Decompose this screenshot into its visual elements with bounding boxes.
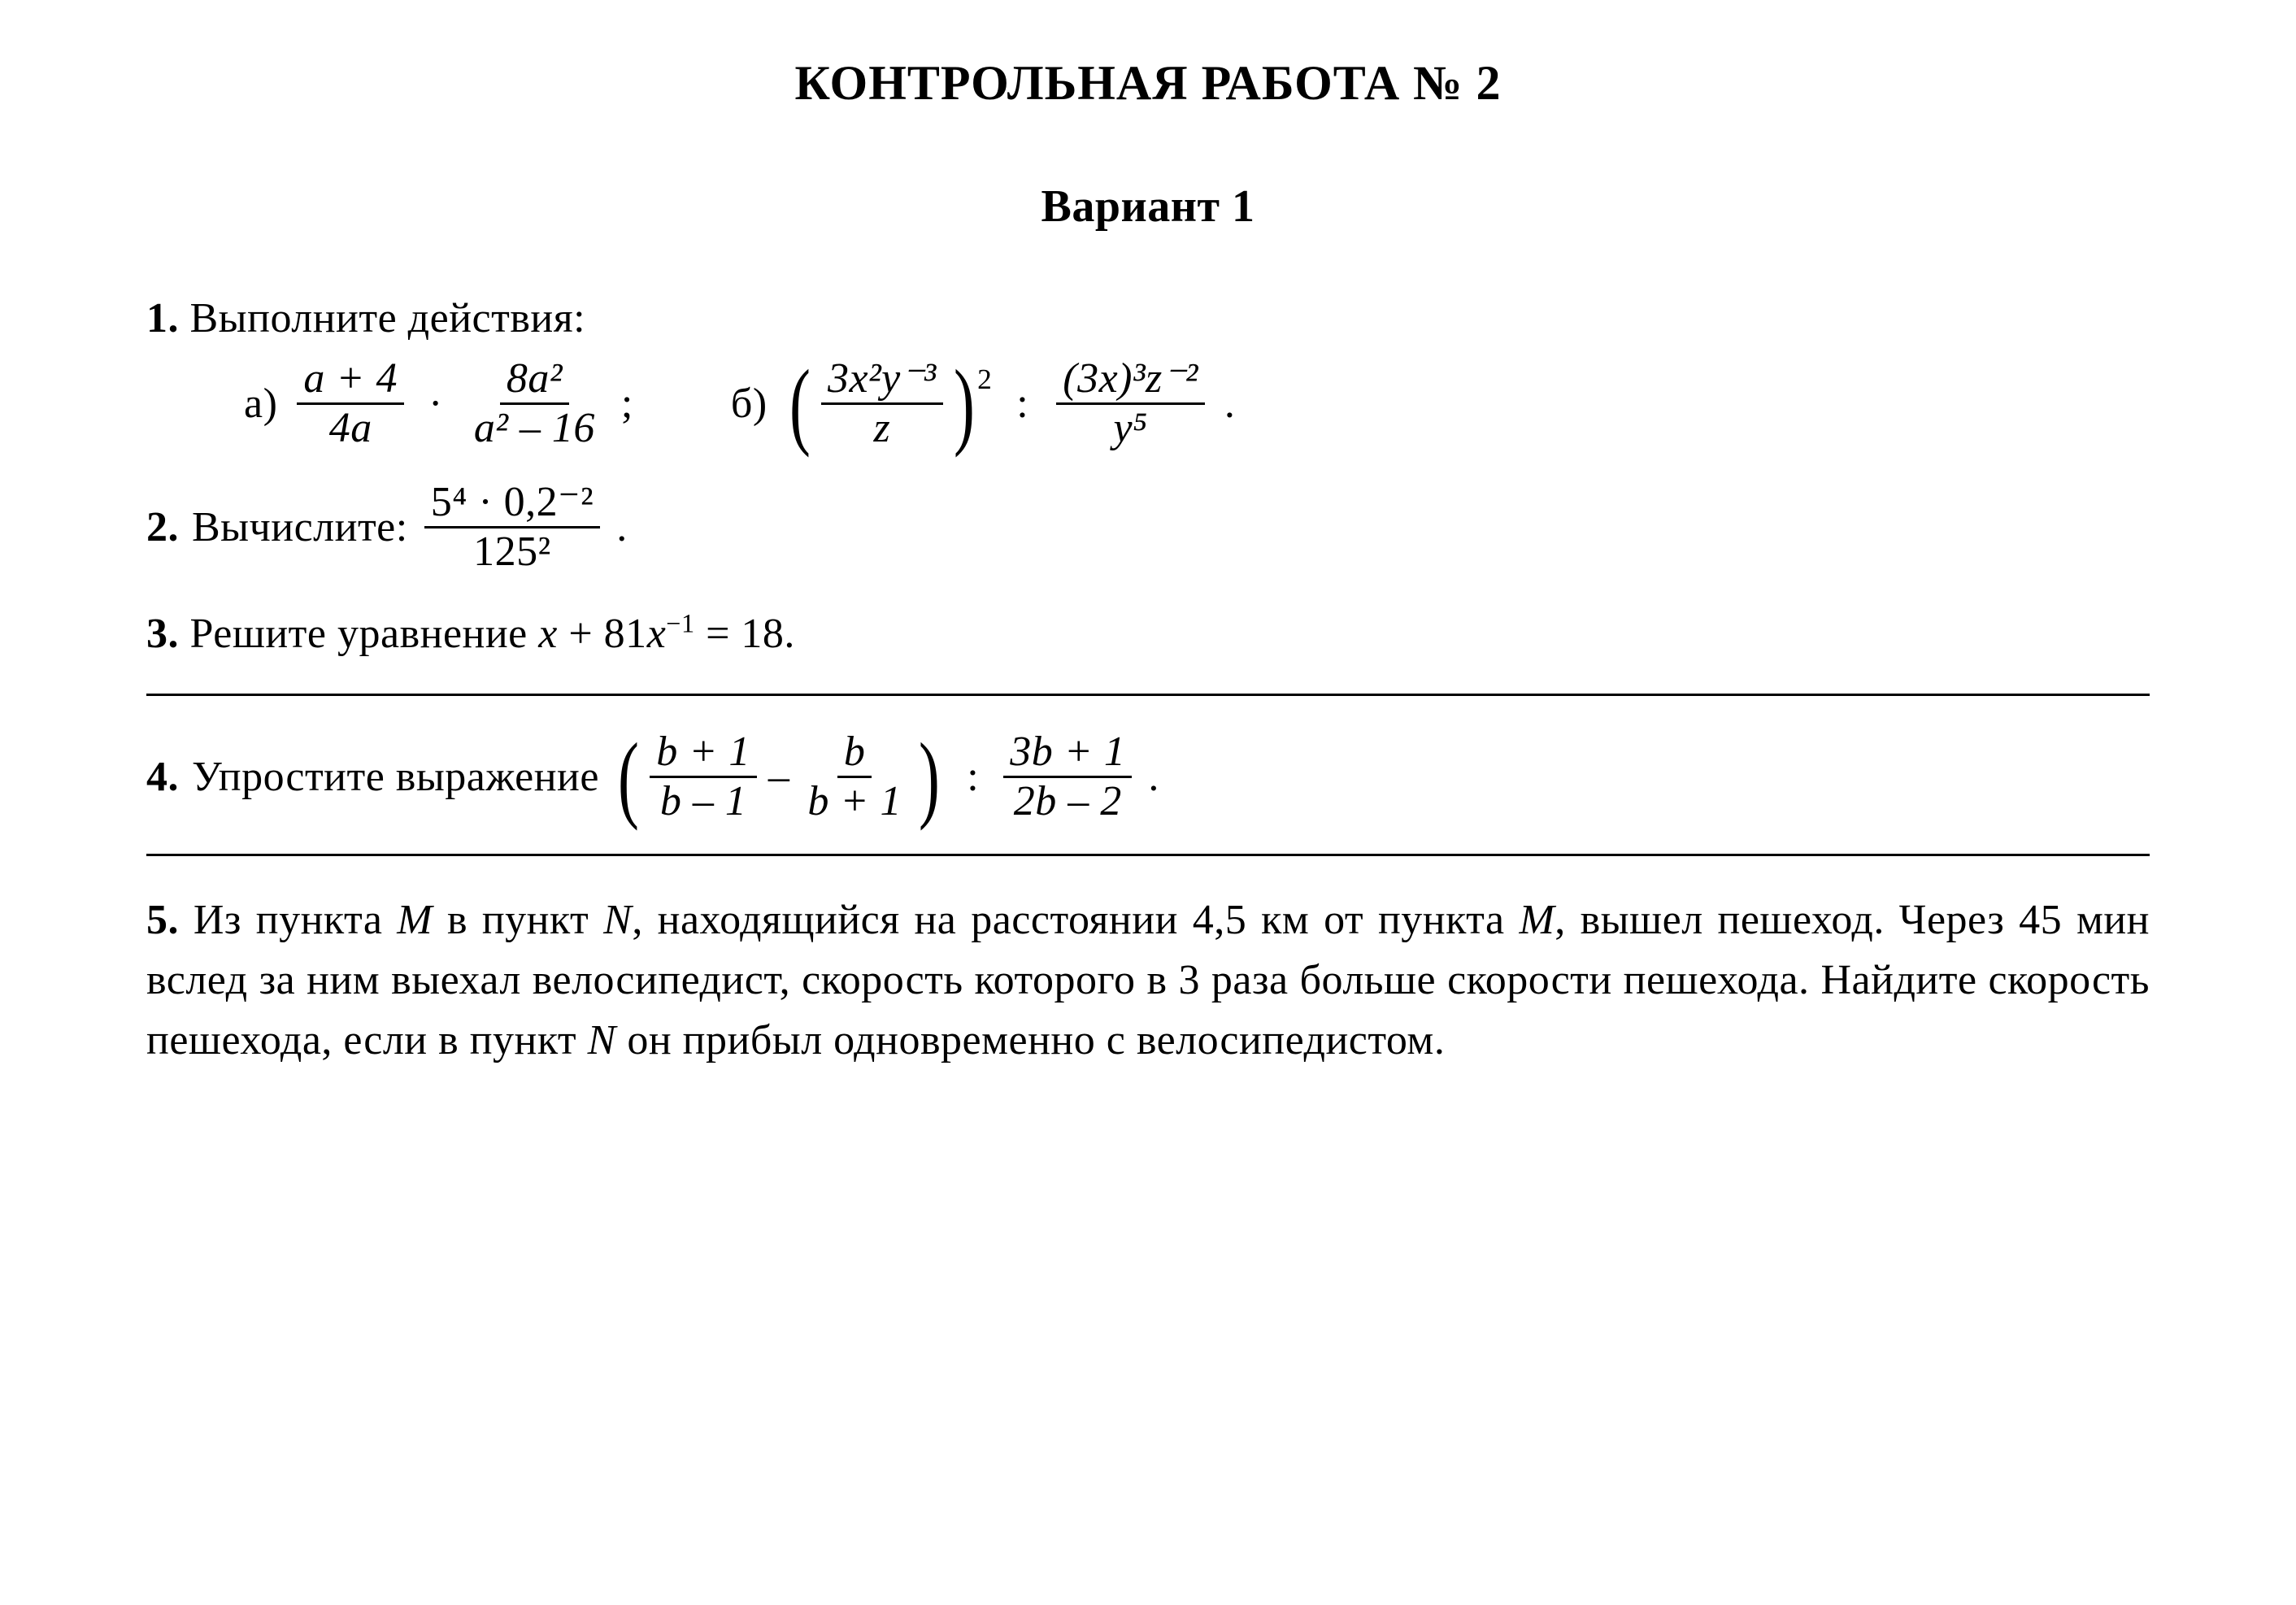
paren-expression: ( 3x²y⁻³ z ) 2: [784, 357, 993, 451]
fraction-numer: a + 4: [303, 355, 398, 402]
problem-5-number: 5.: [146, 897, 179, 943]
p5-text: , находящийся на расстоянии 4,5 км от пу…: [632, 897, 1519, 943]
var-x: x: [538, 611, 558, 657]
problem-1: 1. Выполните действия: а) a + 4 4a · 8a²…: [146, 289, 2150, 451]
punct: ;: [621, 374, 633, 434]
problem-4-text: Упростите выражение: [192, 747, 599, 807]
fraction: 3b + 1 2b – 2: [1003, 730, 1132, 824]
fraction-denom: 4a: [329, 405, 372, 451]
problem-1-header: 1. Выполните действия:: [146, 289, 2150, 349]
paren-expression: ( b + 1 b – 1 – b b + 1 ): [612, 730, 946, 824]
fraction: 5⁴ · 0,2⁻² 125²: [424, 481, 600, 575]
fraction: 3x²y⁻³ z: [821, 357, 943, 451]
minus-op: –: [760, 747, 798, 807]
problem-3-number: 3.: [146, 611, 179, 657]
p5-text: Из пункта: [194, 897, 397, 943]
fraction: 8a² a² – 16: [467, 357, 602, 451]
point-N: N: [588, 1017, 616, 1063]
fraction-numer: 3x²y⁻³: [828, 355, 937, 402]
problem-2-number: 2.: [146, 498, 179, 558]
divider: [146, 854, 2150, 856]
point-M: M: [1519, 897, 1555, 943]
problem-3: 3. Решите уравнение x + 81x−1 = 18.: [146, 604, 2150, 664]
fraction: (3x)³z⁻² y⁵: [1056, 357, 1205, 451]
point-N: N: [603, 897, 632, 943]
fraction-denom: b – 1: [660, 778, 747, 824]
option-letter: а): [244, 374, 277, 434]
problem-1-option-a: а) a + 4 4a · 8a² a² – 16 ;: [244, 357, 633, 451]
fraction-denom: a² – 16: [474, 405, 595, 451]
problem-3-text: Решите уравнение: [190, 611, 539, 657]
variant-subtitle: Вариант 1: [146, 175, 2150, 240]
divide-op: :: [1008, 374, 1037, 434]
punct: .: [1224, 374, 1236, 434]
fraction-numer: 3b + 1: [1010, 729, 1125, 775]
divider: [146, 694, 2150, 696]
point-M: M: [397, 897, 433, 943]
fraction-numer: 8a²: [507, 355, 563, 402]
fraction: b + 1 b – 1: [650, 730, 757, 824]
option-letter: б): [731, 374, 768, 434]
fraction: a + 4 4a: [297, 357, 404, 451]
fraction-numer: 5⁴ · 0,2⁻²: [424, 481, 600, 529]
fraction: b b + 1: [801, 730, 908, 824]
problem-4: 4. Упростите выражение ( b + 1 b – 1 – b…: [146, 730, 2150, 824]
problem-1-number: 1.: [146, 295, 179, 341]
fraction-numer: b + 1: [656, 729, 750, 775]
expr-plus: + 81: [558, 611, 647, 657]
fraction-denom: z: [874, 405, 891, 451]
paren-exponent: 2: [977, 359, 992, 399]
exponent: −1: [666, 609, 694, 638]
problem-4-number: 4.: [146, 747, 179, 807]
punct: .: [1148, 747, 1159, 807]
problem-1-text: Выполните действия:: [190, 295, 586, 341]
fraction-numer: (3x)³z⁻²: [1063, 355, 1198, 402]
p5-text: в пункт: [433, 897, 603, 943]
fraction-denom: y⁵: [1113, 405, 1147, 451]
p5-text: он прибыл одновременно с велосипедистом.: [616, 1017, 1446, 1063]
fraction-denom: 125²: [467, 528, 558, 575]
expr-tail: = 18.: [695, 611, 795, 657]
problem-1-option-b: б) ( 3x²y⁻³ z ) 2 : (3x)³z⁻² y⁵ .: [731, 357, 1235, 451]
problem-1-options: а) a + 4 4a · 8a² a² – 16 ; б) ( 3x²y⁻³ …: [146, 357, 2150, 451]
problem-5: 5. Из пункта M в пункт N, находящийся на…: [146, 890, 2150, 1070]
problem-2-text: Вычислите:: [192, 498, 408, 558]
var-x: x: [647, 611, 667, 657]
divide-op: :: [959, 747, 987, 807]
problem-2: 2. Вычислите: 5⁴ · 0,2⁻² 125² .: [146, 481, 2150, 575]
fraction-numer: b: [844, 729, 866, 775]
multiply-dot: ·: [424, 374, 448, 434]
document-title: КОНТРОЛЬНАЯ РАБОТА № 2: [146, 49, 2150, 118]
fraction-denom: b + 1: [807, 778, 902, 824]
punct: .: [616, 498, 628, 558]
fraction-denom: 2b – 2: [1014, 778, 1122, 824]
